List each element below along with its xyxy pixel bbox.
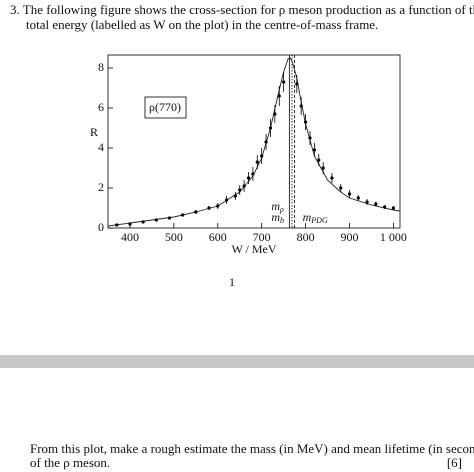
data-point bbox=[242, 184, 246, 188]
data-point bbox=[128, 222, 132, 226]
y-tick-label: 8 bbox=[98, 60, 104, 74]
x-tick-label: 1 000 bbox=[380, 230, 407, 244]
data-point bbox=[391, 206, 396, 210]
question-line: 3. The following figure shows the cross-… bbox=[10, 2, 474, 17]
page-number: 1 bbox=[229, 275, 235, 289]
page-separator bbox=[0, 355, 474, 368]
data-point bbox=[268, 126, 273, 130]
x-tick-label: 500 bbox=[165, 230, 183, 244]
data-point bbox=[255, 160, 259, 164]
data-point bbox=[312, 148, 316, 152]
data-point bbox=[321, 166, 325, 170]
plot-frame bbox=[107, 54, 401, 229]
mass-label-main: m bbox=[303, 210, 312, 224]
mass-label: mρ bbox=[271, 199, 284, 214]
data-point bbox=[207, 206, 211, 210]
data-point bbox=[347, 192, 352, 196]
y-tick-label: 6 bbox=[98, 100, 104, 114]
data-point bbox=[260, 154, 264, 158]
data-point bbox=[246, 176, 251, 180]
y-tick-label: 0 bbox=[98, 220, 104, 234]
data-point bbox=[181, 213, 185, 217]
data-point bbox=[383, 205, 387, 209]
data-point bbox=[115, 223, 119, 227]
mass-label: mb bbox=[271, 210, 284, 225]
data-point bbox=[233, 194, 237, 198]
mass-label-main: m bbox=[271, 210, 280, 224]
y-tick-label: 2 bbox=[98, 180, 104, 194]
x-tick-label: 400 bbox=[121, 230, 139, 244]
data-point bbox=[365, 200, 369, 204]
annotation: ρ(770) bbox=[149, 100, 181, 114]
data-point bbox=[303, 120, 308, 124]
data-point bbox=[264, 140, 268, 144]
page-top bbox=[0, 0, 474, 355]
x-tick-label: 900 bbox=[341, 230, 359, 244]
x-tick-label: 700 bbox=[253, 230, 271, 244]
mass-label-sub: b bbox=[280, 216, 284, 225]
data-point bbox=[374, 202, 378, 206]
data-point bbox=[216, 204, 220, 208]
data-point bbox=[277, 94, 281, 98]
data-point bbox=[273, 112, 277, 116]
task-line: From this plot, make a rough estimate th… bbox=[30, 441, 474, 456]
data-point bbox=[308, 136, 312, 140]
x-tick-label: 600 bbox=[209, 230, 227, 244]
data-point bbox=[330, 176, 334, 180]
y-axis-label: R bbox=[90, 125, 98, 139]
mass-label-main: m bbox=[271, 199, 280, 213]
mass-label-sub: ρ bbox=[279, 205, 284, 214]
task-marks: [6] bbox=[447, 455, 462, 470]
annotation-box bbox=[144, 96, 187, 119]
data-point bbox=[356, 196, 360, 200]
data-point bbox=[167, 216, 172, 220]
data-point bbox=[339, 186, 343, 190]
y-tick-label: 4 bbox=[98, 140, 104, 154]
data-point bbox=[251, 172, 255, 176]
data-point bbox=[154, 218, 158, 222]
question-line: total energy (labelled as W on the plot)… bbox=[26, 17, 378, 32]
data-point bbox=[194, 210, 198, 214]
x-axis-label: W / MeV bbox=[231, 242, 276, 256]
mass-label: mPDG bbox=[303, 210, 328, 225]
data-point bbox=[141, 220, 145, 224]
task-line: of the ρ meson. bbox=[30, 455, 110, 470]
data-point bbox=[317, 158, 321, 162]
data-point bbox=[224, 198, 229, 202]
mass-label-sub: PDG bbox=[310, 216, 328, 225]
data-point bbox=[238, 188, 242, 192]
data-point bbox=[282, 80, 286, 84]
x-tick-label: 800 bbox=[297, 230, 315, 244]
data-point bbox=[299, 104, 303, 108]
data-point bbox=[295, 82, 299, 86]
